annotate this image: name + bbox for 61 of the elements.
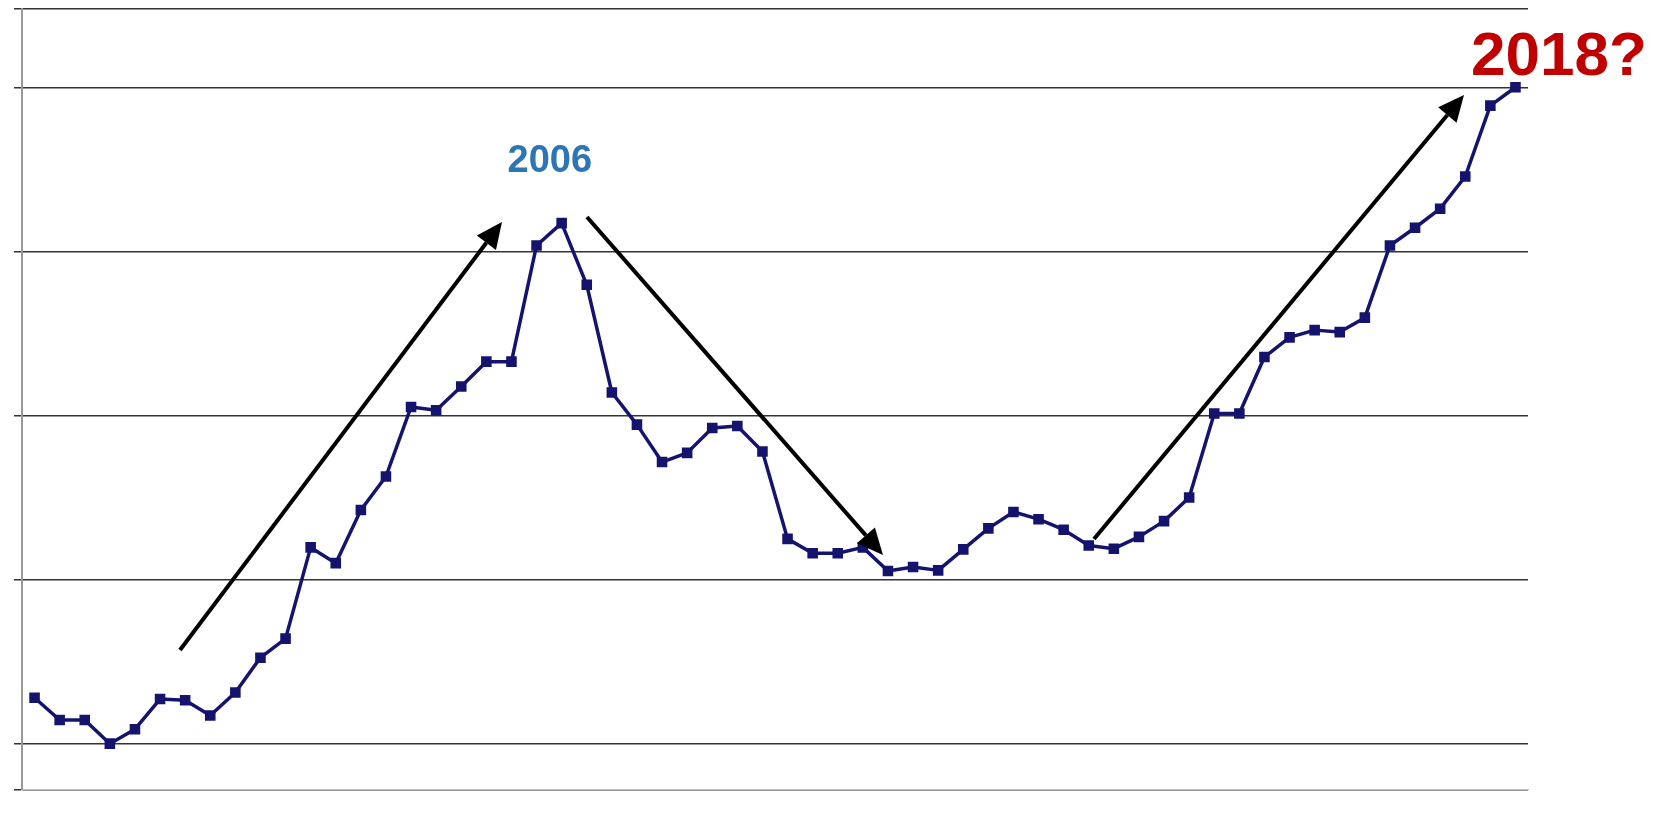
point xyxy=(1259,351,1270,363)
annotation: 2006 xyxy=(507,137,593,181)
point xyxy=(1108,543,1120,554)
point xyxy=(1058,524,1069,535)
point xyxy=(179,695,191,706)
point xyxy=(380,471,392,482)
point xyxy=(1008,506,1019,518)
point xyxy=(280,633,291,644)
point xyxy=(656,456,668,468)
point xyxy=(1033,513,1044,525)
point xyxy=(1359,312,1371,323)
point xyxy=(305,542,316,553)
point xyxy=(255,652,266,663)
point xyxy=(531,240,542,251)
point xyxy=(732,420,743,432)
point xyxy=(832,548,844,559)
point xyxy=(1434,203,1446,214)
point xyxy=(757,446,768,457)
point xyxy=(1284,332,1295,343)
point xyxy=(983,523,994,534)
point xyxy=(1208,408,1220,419)
point xyxy=(807,548,818,559)
point xyxy=(506,356,517,367)
point xyxy=(631,419,643,430)
point xyxy=(455,381,467,392)
point xyxy=(204,710,216,721)
point xyxy=(154,693,166,705)
point xyxy=(355,504,367,516)
point xyxy=(556,217,567,229)
point xyxy=(104,738,116,749)
point xyxy=(581,279,593,291)
point xyxy=(1158,515,1170,527)
point xyxy=(29,692,40,703)
point xyxy=(882,565,894,577)
point xyxy=(681,447,693,459)
point xyxy=(1133,531,1145,543)
point xyxy=(1334,326,1346,338)
point xyxy=(782,533,793,545)
point xyxy=(1183,492,1195,503)
point xyxy=(1083,540,1095,551)
point xyxy=(1485,100,1496,111)
point xyxy=(330,557,342,569)
point xyxy=(1309,324,1320,336)
point xyxy=(1459,171,1471,182)
point xyxy=(957,544,969,555)
point xyxy=(430,404,442,416)
point xyxy=(129,723,141,735)
point xyxy=(1409,222,1421,234)
point xyxy=(481,356,492,367)
point xyxy=(1234,408,1245,419)
point xyxy=(932,565,944,576)
point xyxy=(907,561,919,573)
point xyxy=(230,687,241,698)
point xyxy=(1510,81,1521,93)
point xyxy=(606,387,618,398)
point xyxy=(1384,240,1396,251)
point xyxy=(54,714,65,726)
point xyxy=(405,401,417,413)
point xyxy=(79,714,91,726)
annotation: 2018? xyxy=(1471,17,1647,89)
point xyxy=(706,422,718,434)
